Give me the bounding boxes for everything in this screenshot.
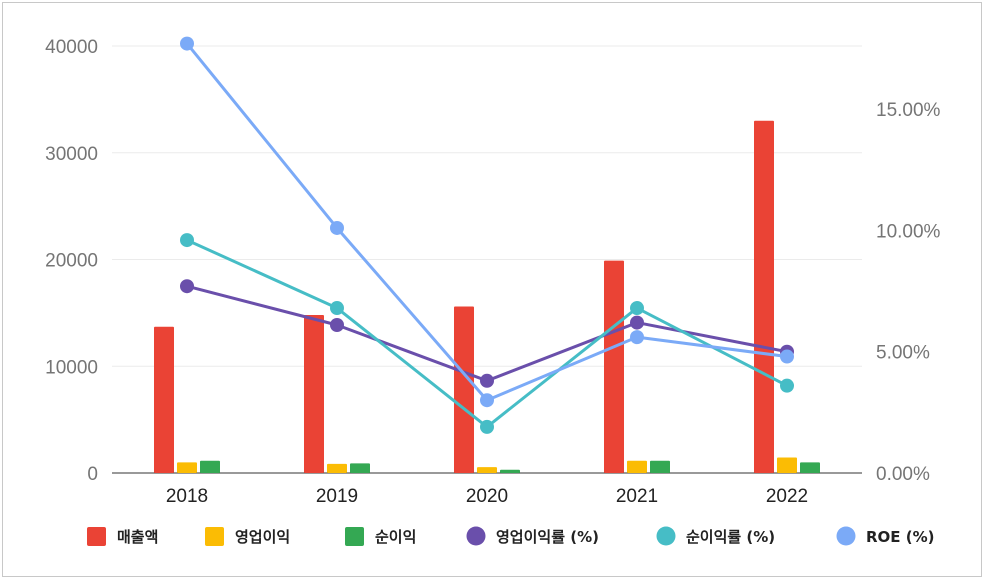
bar-순이익 (500, 469, 520, 473)
x-tick-label: 2019 (316, 486, 358, 507)
point-영업이익률-pct (480, 373, 494, 388)
legend-label-순이익: 순이익 (375, 528, 416, 546)
bar-순이익 (800, 462, 820, 473)
point-순이익률-pct (480, 419, 494, 434)
point-순이익률-pct (330, 301, 344, 316)
legend-swatch-매출액 (87, 527, 106, 546)
point-영업이익률-pct (630, 315, 644, 330)
y-right-tick-label: 5.00% (876, 343, 930, 364)
point-roe-pct (180, 36, 194, 51)
legend-swatch-순이익률-pct (656, 526, 676, 546)
legend-label-영업이익률-pct: 영업이익률 (%) (496, 528, 599, 546)
point-roe-pct (630, 330, 644, 345)
y-left-tick-label: 40000 (45, 37, 98, 58)
y-left-tick-label: 20000 (45, 251, 98, 272)
legend-swatch-roe-pct (836, 526, 856, 546)
point-roe-pct (480, 393, 494, 408)
bar-순이익 (200, 460, 220, 473)
bar-매출액 (154, 326, 174, 473)
bar-영업이익 (777, 457, 797, 473)
legend-label-순이익률-pct: 순이익률 (%) (686, 528, 775, 546)
legend-label-영업이익: 영업이익 (235, 528, 290, 546)
bar-순이익 (350, 463, 370, 473)
x-tick-label: 2018 (166, 486, 208, 507)
line-roe-pct (185, 42, 788, 402)
bar-순이익 (650, 460, 670, 473)
bar-매출액 (454, 306, 474, 473)
legend-swatch-영업이익 (205, 527, 224, 546)
legend-swatch-영업이익률-pct (466, 526, 486, 546)
legend-label-매출액: 매출액 (117, 528, 158, 546)
point-roe-pct (780, 349, 794, 364)
legend-swatch-순이익 (345, 527, 364, 546)
bar-매출액 (604, 260, 624, 473)
bar-영업이익 (177, 462, 197, 473)
y-right-tick-label: 15.00% (876, 100, 941, 121)
point-영업이익률-pct (330, 318, 344, 333)
x-tick-label: 2021 (616, 486, 658, 507)
bar-영업이익 (327, 463, 347, 473)
legend-label-roe-pct: ROE (%) (866, 528, 935, 546)
y-right-tick-label: 10.00% (876, 221, 941, 242)
x-tick-label: 2020 (466, 486, 508, 507)
point-영업이익률-pct (180, 279, 194, 294)
bar-영업이익 (477, 467, 497, 473)
point-순이익률-pct (630, 301, 644, 316)
bar-매출액 (304, 315, 324, 473)
y-left-tick-label: 30000 (45, 144, 98, 165)
bar-영업이익 (627, 460, 647, 473)
x-tick-label: 2022 (766, 486, 808, 507)
y-left-tick-label: 10000 (45, 357, 98, 378)
y-left-tick-label: 0 (87, 464, 98, 485)
point-roe-pct (330, 220, 344, 235)
bar-매출액 (754, 120, 774, 473)
y-right-tick-label: 0.00% (876, 464, 930, 485)
point-순이익률-pct (780, 378, 794, 393)
point-순이익률-pct (180, 233, 194, 248)
